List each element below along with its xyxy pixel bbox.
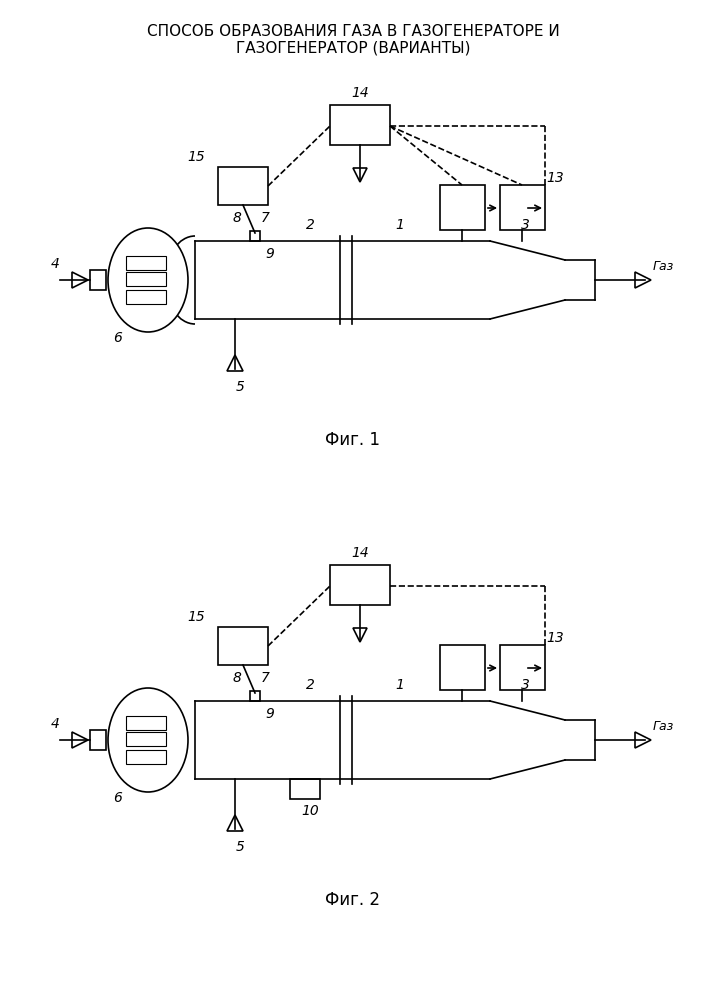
Text: 9: 9 — [266, 247, 274, 261]
Text: Фиг. 2: Фиг. 2 — [325, 891, 380, 909]
Text: 1: 1 — [395, 218, 404, 232]
Bar — [290, 779, 320, 799]
Text: 7: 7 — [261, 211, 269, 225]
Text: 2: 2 — [305, 218, 315, 232]
Bar — [126, 290, 166, 304]
Bar — [126, 716, 166, 730]
Ellipse shape — [108, 688, 188, 792]
Bar — [440, 185, 485, 230]
Bar — [126, 750, 166, 764]
Bar — [126, 256, 166, 270]
Bar — [250, 231, 260, 241]
Text: 10: 10 — [301, 804, 319, 818]
Text: 15: 15 — [187, 610, 205, 624]
Text: 1: 1 — [395, 678, 404, 692]
Bar — [218, 627, 268, 665]
Text: ГАЗОГЕНЕРАТОР (ВАРИАНТЫ): ГАЗОГЕНЕРАТОР (ВАРИАНТЫ) — [235, 40, 470, 55]
Bar — [126, 272, 166, 286]
Text: 4: 4 — [51, 257, 59, 271]
Bar — [330, 105, 390, 145]
Text: 7: 7 — [261, 671, 269, 685]
Text: 3: 3 — [520, 678, 530, 692]
Text: Газ: Газ — [653, 720, 674, 732]
Text: 6: 6 — [114, 791, 122, 805]
Text: 14: 14 — [351, 86, 369, 100]
Text: 8: 8 — [233, 671, 241, 685]
Bar — [218, 167, 268, 205]
Text: 15: 15 — [187, 150, 205, 164]
Ellipse shape — [108, 228, 188, 332]
Text: 6: 6 — [114, 331, 122, 345]
Bar — [440, 645, 485, 690]
Bar — [90, 730, 106, 750]
Bar — [500, 645, 545, 690]
Bar — [330, 565, 390, 605]
Text: Фиг. 1: Фиг. 1 — [325, 431, 380, 449]
Text: Газ: Газ — [653, 259, 674, 272]
Text: 5: 5 — [235, 840, 245, 854]
Bar — [500, 185, 545, 230]
Text: 14: 14 — [351, 546, 369, 560]
Text: 5: 5 — [235, 380, 245, 394]
Bar — [90, 270, 106, 290]
Text: 3: 3 — [520, 218, 530, 232]
Bar — [126, 732, 166, 746]
Text: 4: 4 — [51, 717, 59, 731]
Text: 13: 13 — [546, 631, 564, 645]
Text: 13: 13 — [546, 171, 564, 185]
Text: 2: 2 — [305, 678, 315, 692]
Text: СПОСОБ ОБРАЗОВАНИЯ ГАЗА В ГАЗОГЕНЕРАТОРЕ И: СПОСОБ ОБРАЗОВАНИЯ ГАЗА В ГАЗОГЕНЕРАТОРЕ… — [146, 24, 559, 39]
Text: 8: 8 — [233, 211, 241, 225]
Bar — [250, 691, 260, 701]
Text: 9: 9 — [266, 707, 274, 721]
